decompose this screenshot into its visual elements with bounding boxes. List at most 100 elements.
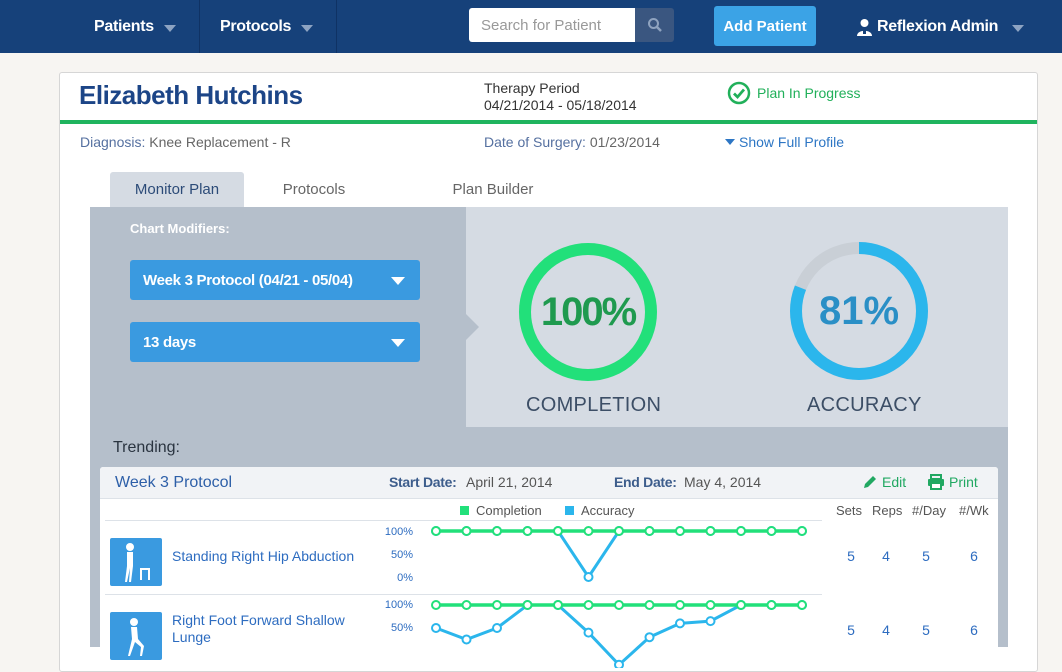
y-tick-label: 50% (390, 622, 413, 634)
chart-modifiers-label: Chart Modifiers: (130, 221, 230, 236)
start-date-value: April 21, 2014 (466, 474, 553, 490)
nav-patients-label: Patients (94, 17, 154, 35)
legend-swatch (565, 506, 574, 515)
nav-divider (336, 0, 337, 53)
start-date-label: Start Date: (389, 474, 457, 490)
user-menu[interactable]: Reflexion Admin (856, 0, 1025, 53)
plan-status: Plan In Progress (727, 81, 861, 105)
search-button[interactable] (635, 8, 674, 42)
protocol-select[interactable]: Week 3 Protocol (04/21 - 05/04) (130, 260, 420, 300)
end-date-value: May 4, 2014 (684, 474, 762, 490)
days-select[interactable]: 13 days (130, 322, 420, 362)
exercise-thumbnail (110, 538, 162, 586)
pencil-icon (864, 476, 876, 488)
plan-status-label: Plan In Progress (757, 85, 861, 101)
chart-modifiers-panel (90, 207, 466, 427)
surgery-date-value: 01/23/2014 (589, 134, 660, 150)
completion-point (797, 526, 807, 536)
y-tick-label: 0% (397, 572, 413, 584)
row-divider (105, 520, 822, 521)
completion-point (522, 526, 533, 536)
col-header-per-day: #/Day (912, 503, 946, 518)
sets-value: 5 (847, 548, 855, 564)
accuracy-point (583, 572, 594, 582)
completion-point (675, 600, 685, 610)
chevron-down-icon (391, 339, 405, 347)
print-label: Print (949, 474, 978, 490)
nav-protocols-menu[interactable]: Protocols (220, 0, 314, 53)
search-input[interactable]: Search for Patient (469, 8, 635, 42)
completion-point (644, 600, 655, 610)
diagnosis-label: Diagnosis: (80, 134, 146, 150)
user-name: Reflexion Admin (877, 17, 999, 35)
trend-chart-row (431, 600, 807, 668)
completion-point (614, 526, 624, 536)
diagnosis: Diagnosis: Knee Replacement - R (80, 134, 291, 150)
therapy-period-dates: 04/21/2014 - 05/18/2014 (484, 97, 637, 113)
accuracy-line (436, 529, 802, 580)
completion-point (522, 600, 533, 610)
edit-label: Edit (882, 474, 907, 490)
completion-point (614, 600, 624, 610)
accuracy-value: 81% (819, 289, 899, 333)
legend-completion: Completion (460, 503, 542, 518)
completion-point (705, 600, 716, 610)
add-patient-button[interactable]: Add Patient (714, 6, 816, 46)
check-circle-icon (727, 81, 751, 105)
edit-button[interactable]: Edit (862, 474, 906, 490)
exercise-name[interactable]: Standing Right Hip Abduction (172, 548, 355, 564)
sets-value: 5 (847, 622, 855, 638)
completion-ring: 100% (519, 243, 657, 381)
accuracy-point (583, 627, 594, 638)
accuracy-label: ACCURACY (807, 394, 922, 416)
chevron-down-icon (391, 277, 405, 285)
completion-point (553, 526, 563, 536)
search-icon (647, 18, 662, 32)
completion-point (461, 600, 472, 610)
diagnosis-value: Knee Replacement - R (149, 134, 291, 150)
print-button[interactable]: Print (927, 474, 978, 490)
completion-point (797, 600, 807, 610)
completion-point (766, 600, 777, 610)
reps-value: 4 (882, 622, 890, 638)
exercise-name[interactable]: Right Foot Forward Shallow Lunge (172, 612, 345, 645)
completion-point (583, 526, 594, 536)
trending-protocol-title: Week 3 Protocol (115, 474, 233, 491)
accuracy-ring-fill (790, 242, 928, 380)
completion-point (431, 600, 441, 610)
tab-monitor-plan[interactable]: Monitor Plan (110, 172, 244, 207)
accuracy-point (705, 616, 716, 627)
reps-value: 4 (882, 548, 890, 564)
user-icon (857, 18, 872, 36)
accuracy-point (644, 632, 655, 643)
nav-divider (199, 0, 200, 53)
accuracy-point (614, 659, 624, 668)
completion-point (492, 600, 502, 610)
tab-plan-builder[interactable]: Plan Builder (452, 181, 534, 198)
days-select-value: 13 days (143, 333, 196, 351)
show-full-profile-link[interactable]: Show Full Profile (725, 134, 844, 150)
accuracy-point (675, 618, 685, 629)
accuracy-point (431, 623, 441, 633)
legend-accuracy: Accuracy (565, 503, 634, 518)
completion-point (766, 526, 777, 536)
per-day-value: 5 (922, 622, 930, 638)
row-divider (105, 594, 822, 595)
completion-ring-fill (519, 243, 657, 381)
patient-name: Elizabeth Hutchins (79, 80, 303, 110)
per-day-value: 5 (922, 548, 930, 564)
chevron-down-icon (301, 25, 314, 32)
show-full-profile-label: Show Full Profile (739, 134, 845, 150)
accuracy-point (492, 623, 502, 633)
tab-protocols[interactable]: Protocols (282, 181, 346, 198)
col-header-per-week: #/Wk (959, 503, 989, 518)
chevron-down-icon (1012, 25, 1025, 32)
legend-swatch (460, 506, 469, 515)
y-tick-label: 50% (390, 549, 413, 561)
panel-pointer (466, 314, 479, 340)
surgery-date: Date of Surgery: 01/23/2014 (484, 134, 660, 150)
col-header-reps: Reps (872, 503, 903, 518)
exercise-thumbnail (110, 612, 162, 660)
nav-patients-menu[interactable]: Patients (94, 0, 176, 53)
therapy-period-label: Therapy Period (484, 80, 580, 96)
